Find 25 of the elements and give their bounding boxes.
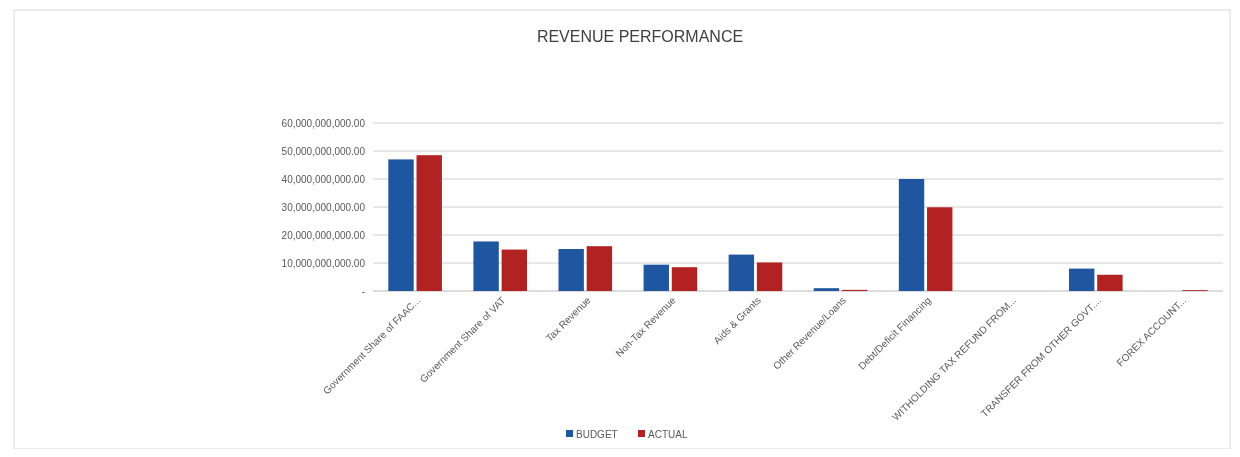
y-tick-label: 10,000,000,000.00 [281, 257, 366, 269]
bar [927, 207, 953, 291]
legend-label: ACTUAL [648, 428, 688, 440]
bar [388, 159, 414, 291]
legend-label: BUDGET [576, 428, 618, 440]
bar [558, 249, 584, 291]
bar [756, 262, 783, 291]
bar [416, 155, 442, 291]
y-tick-label: 50,000,000,000.00 [281, 145, 366, 157]
bar [586, 246, 613, 291]
bar [898, 179, 925, 291]
y-tick-label: 20,000,000,000.00 [281, 229, 366, 241]
y-tick-label: 40,000,000,000.00 [281, 173, 366, 185]
bar [728, 254, 755, 291]
y-tick-label: 30,000,000,000.00 [281, 201, 366, 213]
bar [813, 288, 840, 291]
bar [1069, 268, 1095, 291]
y-tick-label: - [361, 285, 365, 297]
y-tick-label: 60,000,000,000.00 [281, 117, 366, 129]
chart-title: REVENUE PERFORMANCE [536, 28, 744, 45]
bar [473, 241, 499, 291]
bar [643, 264, 669, 291]
bar [671, 267, 698, 291]
bar [1097, 274, 1123, 291]
bar [501, 249, 527, 291]
